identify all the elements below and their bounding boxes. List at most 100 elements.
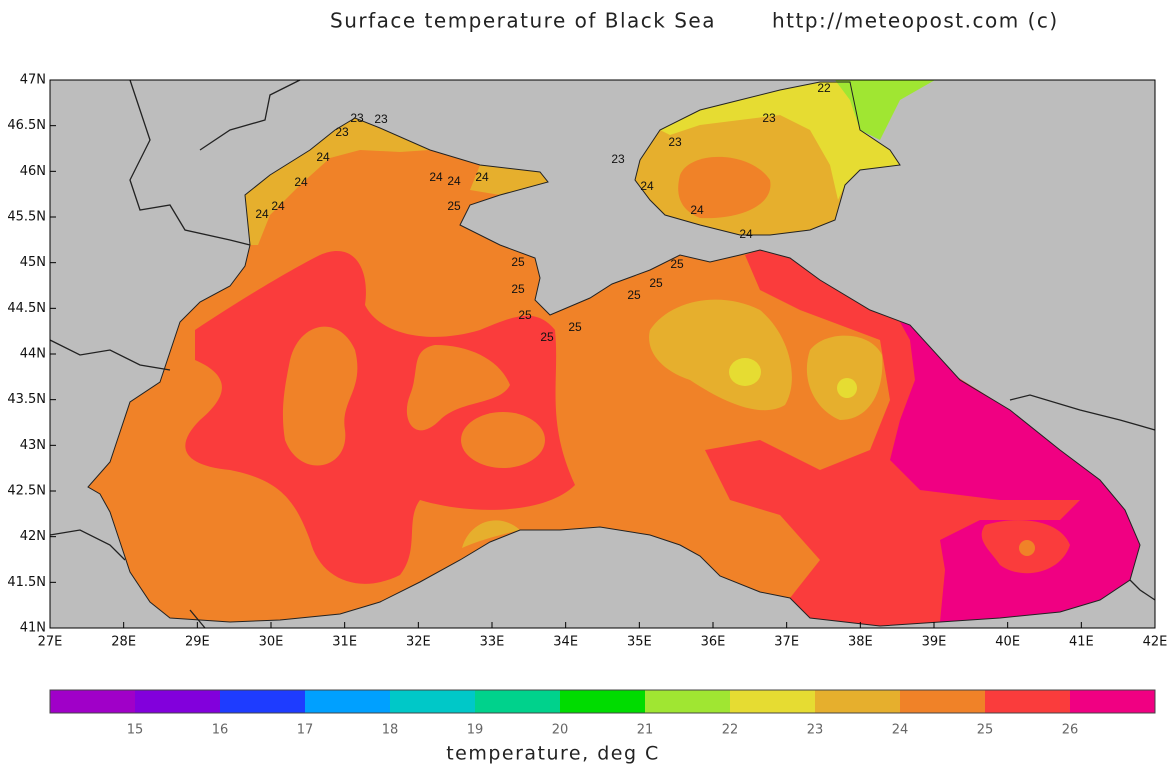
contour-label: 24 bbox=[447, 174, 461, 188]
colorbar-cell bbox=[305, 690, 390, 713]
border bbox=[199, 79, 301, 151]
colorbar-frame bbox=[49, 689, 1156, 714]
azov-north bbox=[660, 82, 900, 200]
lon-tick-label: 34E bbox=[553, 635, 578, 650]
source: http://meteopost.com (c) bbox=[772, 9, 1059, 33]
border bbox=[1129, 579, 1156, 601]
colorbar-tick-label: 26 bbox=[1062, 723, 1079, 738]
lat-tick-label: 46N bbox=[20, 164, 46, 179]
map bbox=[49, 79, 1156, 629]
colorbar-tick-label: 18 bbox=[382, 723, 399, 738]
colorbar-tick-label: 21 bbox=[637, 723, 654, 738]
lon-tick-label: 31E bbox=[332, 635, 357, 650]
colorbar-cell bbox=[1070, 690, 1155, 713]
colorbar: 15 16 17 18 19 20 21 22 23 24 25 26 bbox=[49, 689, 1156, 738]
contour-label: 23 bbox=[611, 152, 625, 166]
contour-label: 23 bbox=[350, 111, 364, 125]
lon-tick-label: 30E bbox=[259, 635, 284, 650]
lon-tick-label: 35E bbox=[627, 635, 652, 650]
contour-label: 24 bbox=[739, 227, 753, 241]
colorbar-cell bbox=[135, 690, 220, 713]
cool-core-1 bbox=[729, 358, 761, 386]
lat-tick-label: 41N bbox=[20, 621, 46, 636]
border bbox=[49, 529, 126, 561]
hot-region-east bbox=[890, 322, 1140, 622]
border bbox=[49, 339, 171, 371]
colorbar-label: temperature, deg C bbox=[446, 743, 660, 765]
sea-north-shelf bbox=[470, 165, 548, 195]
colorbar-cell bbox=[560, 690, 645, 713]
coastline-azov bbox=[634, 81, 901, 236]
contour-label: 24 bbox=[475, 170, 489, 184]
contour-label: 25 bbox=[568, 320, 582, 334]
contour-label: 24 bbox=[316, 150, 330, 164]
colorbar-tick-label: 20 bbox=[552, 723, 569, 738]
colorbar-tick-label: 25 bbox=[977, 723, 994, 738]
contour-label: 22 bbox=[817, 81, 831, 95]
colorbar-cell bbox=[900, 690, 985, 713]
cool-region-central bbox=[406, 345, 510, 431]
colorbar-cell bbox=[645, 690, 730, 713]
warm-region-west bbox=[185, 251, 575, 584]
lon-tick-label: 32E bbox=[406, 635, 431, 650]
lon-tick-label: 41E bbox=[1069, 635, 1094, 650]
contour-label: 24 bbox=[690, 203, 704, 217]
colorbar-tick-label: 17 bbox=[297, 723, 314, 738]
lat-tick-label: 41.5N bbox=[7, 575, 46, 590]
colorbar-cell bbox=[390, 690, 475, 713]
lat-tick-label: 47N bbox=[20, 73, 46, 88]
lat-tick-label: 44N bbox=[20, 347, 46, 362]
azov-center bbox=[678, 156, 771, 219]
lon-tick-label: 29E bbox=[185, 635, 210, 650]
contour-label: 25 bbox=[447, 199, 461, 213]
lon-tick-label: 37E bbox=[774, 635, 799, 650]
border bbox=[189, 609, 206, 629]
contour-label: 23 bbox=[762, 111, 776, 125]
title: Surface temperature of Black Sea bbox=[330, 9, 716, 33]
contour-label: 23 bbox=[374, 112, 388, 126]
colorbar-tick-label: 15 bbox=[127, 723, 144, 738]
border bbox=[1009, 394, 1156, 431]
lat-tick-label: 45.5N bbox=[7, 210, 46, 225]
lat-tick-label: 42N bbox=[20, 529, 46, 544]
axis-ticks: 47N 46.5N 46N 45.5N 45N 44.5N 44N 43.5N 43N 42.5N… bbox=[7, 73, 1167, 650]
colorbar-tick-label: 19 bbox=[467, 723, 484, 738]
contour-label: 25 bbox=[511, 255, 525, 269]
lon-tick-label: 42E bbox=[1143, 635, 1168, 650]
cool-region-east-2 bbox=[806, 335, 883, 420]
cool-region-west bbox=[282, 326, 358, 466]
lat-tick-label: 46.5N bbox=[7, 118, 46, 133]
colorbar-tick-label: 16 bbox=[212, 723, 229, 738]
colorbar-cell bbox=[730, 690, 815, 713]
cool-spot bbox=[461, 412, 545, 468]
colorbar-tick-label: 24 bbox=[892, 723, 909, 738]
contour-label: 23 bbox=[668, 135, 682, 149]
colorbar-cell bbox=[475, 690, 560, 713]
sea-nw-shelf bbox=[245, 118, 430, 245]
lon-tick-label: 38E bbox=[848, 635, 873, 650]
contour-label: 25 bbox=[511, 282, 525, 296]
contour-label: 25 bbox=[670, 257, 684, 271]
lat-tick-label: 42.5N bbox=[7, 484, 46, 499]
lon-tick-label: 39E bbox=[922, 635, 947, 650]
lon-tick-label: 36E bbox=[701, 635, 726, 650]
contour-label: 25 bbox=[649, 276, 663, 290]
lon-tick-label: 27E bbox=[38, 635, 63, 650]
colorbar-cell bbox=[220, 690, 305, 713]
contour-label: 25 bbox=[540, 330, 554, 344]
cool-spot-south bbox=[462, 520, 520, 548]
contour-label: 23 bbox=[335, 125, 349, 139]
border bbox=[129, 79, 251, 246]
lon-tick-label: 28E bbox=[111, 635, 136, 650]
patch-core bbox=[1019, 540, 1035, 556]
contour-label: 25 bbox=[627, 288, 641, 302]
azov-ne bbox=[835, 80, 935, 140]
colorbar-cell bbox=[815, 690, 900, 713]
lat-tick-label: 44.5N bbox=[7, 301, 46, 316]
cool-core-2 bbox=[837, 378, 857, 398]
lon-tick-label: 40E bbox=[995, 635, 1020, 650]
cool-region-east-1 bbox=[649, 299, 792, 411]
contour-label: 25 bbox=[518, 308, 532, 322]
contour-label: 24 bbox=[294, 175, 308, 189]
lat-tick-label: 43.5N bbox=[7, 392, 46, 407]
